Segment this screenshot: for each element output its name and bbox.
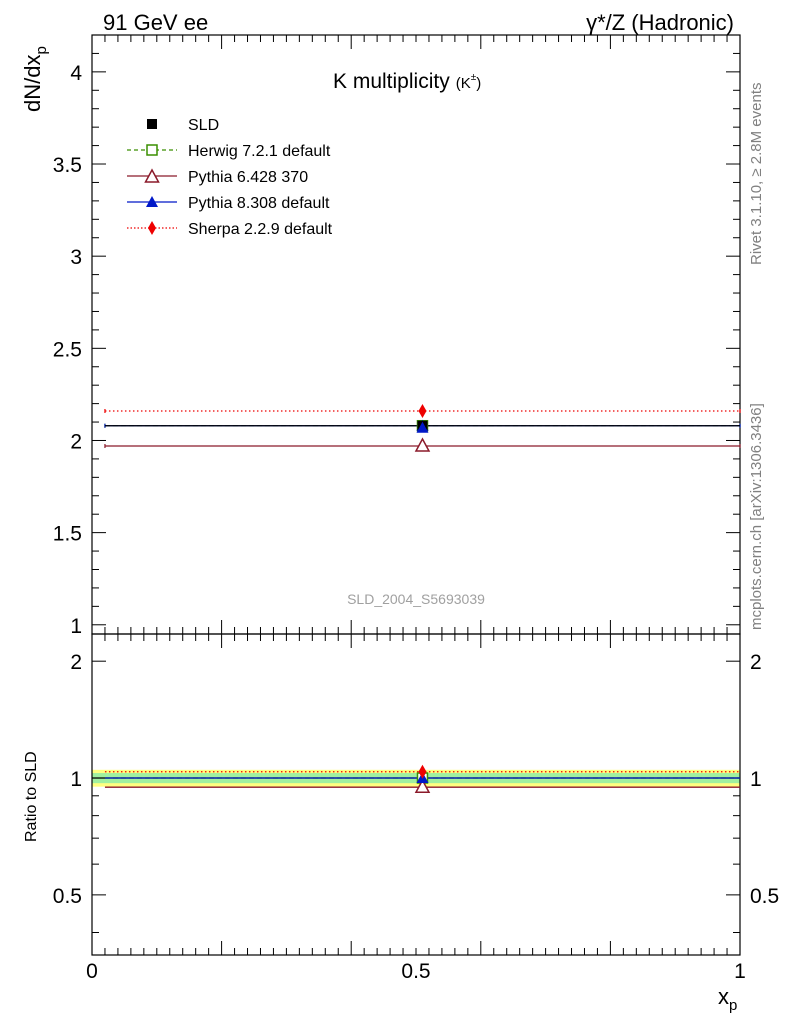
x-axis-label: xp [718,984,737,1014]
legend-marker-sherpa [148,221,156,235]
chart-title-suffix-end: ) [476,75,481,92]
ratio-series-marker [414,778,431,793]
legend-label-sherpa: Sherpa 2.2.9 default [188,221,333,238]
main-y-tick-label: 3.5 [53,154,82,177]
ratio-series-group [92,764,740,793]
ratio-y-axis-label: Ratio to SLD [23,751,40,842]
main-series-marker [416,421,429,433]
analysis-watermark: SLD_2004_S5693039 [347,591,485,607]
chart-title-suffix: (K [456,75,471,92]
main-series-group [104,403,741,452]
chart-title-main: K multiplicity [333,70,450,93]
legend-label-herwig: Herwig 7.2.1 default [188,143,331,160]
legend-marker-pythia8 [146,196,158,207]
rivet-label: Rivet 3.1.10, ≥ 2.8M events [748,83,765,266]
main-y-tick-label: 4 [70,62,82,85]
ratio-y-tick-label-left: 2 [70,651,82,674]
legend-entry-sld: SLD [147,117,219,134]
x-axis-label-main: x [718,984,729,1009]
main-y-axis-label-sub: p [33,46,50,54]
legend-label-sld: SLD [188,117,219,134]
legend-label-pythia8: Pythia 8.308 default [188,195,330,212]
legend-entry-herwig: Herwig 7.2.1 default [127,143,331,160]
legend-entry-pythia6: Pythia 6.428 370 [127,168,308,186]
legend-marker-sld [147,119,157,129]
ratio-y-tick-label-right: 1 [750,768,762,791]
x-axis-label-sub: p [729,997,737,1014]
legend-label-pythia6: Pythia 6.428 370 [188,169,308,186]
ratio-x-ticks: 0 0.5 1 [86,634,746,983]
main-y-axis-label: dN/dxp [20,46,50,112]
main-y-tick-label: 1.5 [53,523,82,546]
main-y-tick-label: 2.5 [53,338,82,361]
legend-marker-pythia6 [144,168,160,183]
x-tick-label: 0 [86,960,98,983]
mcplots-label: mcplots.cern.ch [arXiv:1306.3436] [748,403,765,630]
ratio-plot-frame [91,633,741,956]
ratio-y-tick-label-left: 0.5 [53,885,82,908]
main-y-axis-label-main: dN/dx [20,55,45,112]
chart-title: K multiplicity (K±) [333,70,481,93]
legend-entry-pythia8: Pythia 8.308 default [127,195,330,212]
legend: SLD Herwig 7.2.1 default Pythia 6.428 37… [127,117,333,238]
x-tick-label: 0.5 [401,960,430,983]
main-x-ticks [91,35,741,634]
ratio-y-tick-label-right: 0.5 [750,885,779,908]
main-series-marker [418,403,427,418]
ratio-y-tick-label-right: 2 [750,651,762,674]
main-y-tick-label: 2 [70,430,82,453]
legend-marker-herwig [146,144,158,156]
main-y-tick-label: 3 [70,246,82,269]
main-y-ticks: 1 1.5 2 2.5 3 3.5 4 [53,52,740,638]
chart-title-suffix-sup: ± [471,72,477,83]
ratio-y-ticks: 0.5 0.5 1 1 2 2 [53,651,779,933]
main-y-tick-label: 1 [70,615,82,638]
header-right: γ*/Z (Hadronic) [586,10,734,35]
x-tick-label: 1 [734,960,746,983]
header-left: 91 GeV ee [103,10,208,35]
ratio-series-marker [418,764,427,779]
main-series-marker [414,437,431,452]
ratio-y-tick-label-left: 1 [70,768,82,791]
legend-entry-sherpa: Sherpa 2.2.9 default [127,221,333,238]
